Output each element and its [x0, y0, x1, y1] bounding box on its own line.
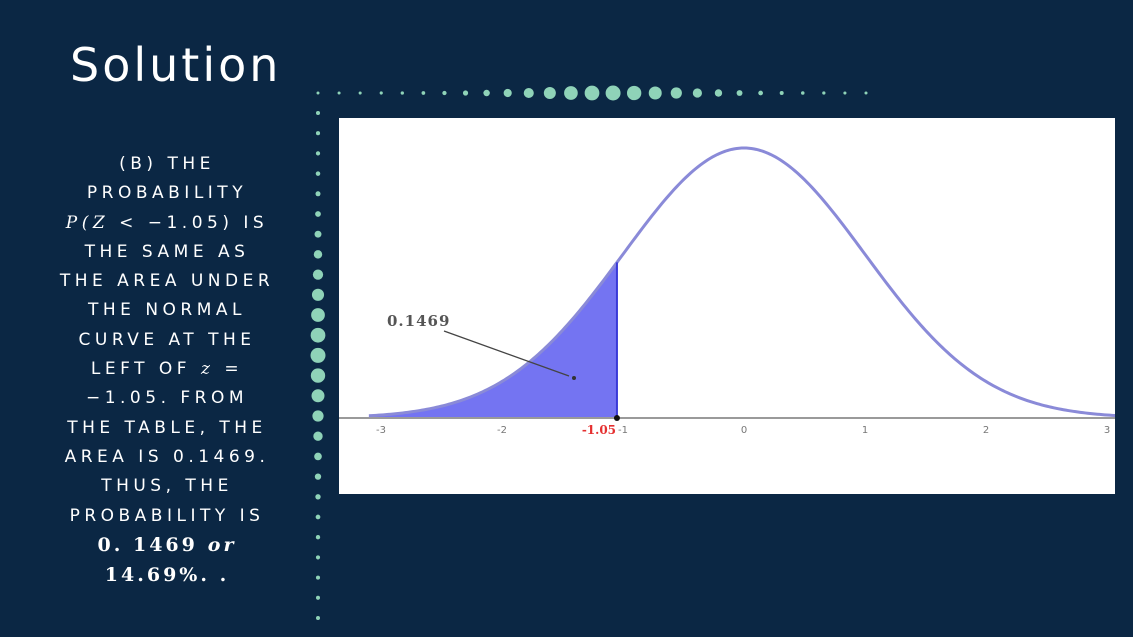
- divider-dot: [311, 288, 325, 301]
- divider-dot: [313, 431, 323, 441]
- divider-dot: [315, 514, 321, 520]
- divider-dot: [315, 211, 321, 217]
- left-of: LEFT OF: [90, 359, 192, 380]
- divider-dot: [315, 191, 321, 197]
- normal-curve: [368, 146, 1115, 418]
- text-line: THE NORMAL: [88, 300, 246, 321]
- divider-dot: [736, 90, 743, 96]
- z-variable: z: [200, 359, 215, 380]
- divider-dot: [314, 452, 322, 461]
- divider-dot: [523, 87, 534, 99]
- divider-dot: [822, 91, 826, 95]
- divider-dot: [843, 91, 847, 95]
- divider-dot: [421, 91, 426, 95]
- divider-dot: [311, 389, 325, 403]
- text-line: P(Z < −1.05) IS: [18, 209, 316, 238]
- divider-dot: [564, 86, 578, 100]
- divider-dot: [714, 89, 723, 97]
- text-line: CURVE AT THE: [78, 329, 256, 350]
- equals: =: [224, 359, 244, 380]
- divider-dot: [310, 327, 326, 343]
- solution-text: (B) THE PROBABILITY P(Z < −1.05) IS THE …: [18, 150, 316, 591]
- text-line: −1.05. FROM: [85, 388, 249, 409]
- divider-dot: [311, 308, 325, 322]
- normal-curve-graph: -3 -2 -1 0 1 2 3 -1.05 0.1469: [339, 118, 1115, 494]
- divider-dot: [626, 85, 642, 101]
- divider-dot: [315, 555, 321, 560]
- divider-dot: [315, 171, 321, 176]
- text-line: THE AREA UNDER: [59, 271, 275, 292]
- divider-dot: [503, 88, 512, 98]
- expr-p-z: P(Z: [65, 212, 110, 233]
- tick-label: -3: [376, 425, 386, 436]
- divider-dot: [310, 347, 326, 363]
- divider-dot: [315, 575, 321, 580]
- tick-label: 2: [983, 425, 989, 436]
- text-line: THUS, THE: [101, 476, 233, 497]
- pointer-tip: [572, 376, 576, 380]
- divider-dot: [692, 88, 702, 98]
- divider-dot: [670, 87, 682, 99]
- divider-dot: [315, 110, 321, 116]
- divider-dot: [758, 90, 763, 96]
- divider-dot: [316, 91, 320, 95]
- divider-dot: [648, 86, 662, 100]
- answer-percent: 14.69%. .: [104, 564, 230, 587]
- text-line: (B) THE: [119, 154, 215, 174]
- divider-dot: [605, 85, 621, 101]
- text-line: AREA IS 0.1469.: [64, 446, 270, 467]
- divider-dot: [584, 85, 600, 101]
- text-line: PROBABILITY IS: [69, 505, 265, 526]
- tick-label: 0: [741, 425, 747, 436]
- divider-dot: [543, 86, 556, 100]
- label-pointer-line: [443, 330, 570, 377]
- z-value-label: -1.05: [582, 423, 616, 437]
- divider-dot: [337, 91, 341, 95]
- divider-dot: [400, 91, 404, 95]
- answer-decimal: 0. 1469: [97, 533, 198, 556]
- tick-label: 1: [862, 425, 868, 436]
- divider-dot: [315, 151, 321, 156]
- divider-dot: [313, 250, 323, 259]
- expr-rest: < −1.05) IS: [119, 212, 269, 233]
- tick-label: -1: [618, 425, 628, 436]
- tick-label: -2: [497, 425, 507, 436]
- divider-dot: [379, 91, 383, 95]
- shaded-area: [368, 262, 617, 418]
- divider-dot: [314, 230, 322, 238]
- divider-dot: [315, 535, 321, 540]
- slide-title: Solution: [70, 38, 282, 92]
- divider-dot: [315, 615, 321, 621]
- divider-dot: [358, 91, 362, 95]
- divider-dot: [315, 131, 321, 136]
- divider-dot: [483, 89, 490, 97]
- text-line: 0. 1469 or: [18, 531, 316, 561]
- divider-dot: [462, 90, 469, 96]
- tick-label: 3: [1104, 425, 1110, 436]
- divider-dot: [801, 91, 805, 95]
- text-line: 14.69%. .: [18, 561, 316, 591]
- divider-dot: [310, 368, 326, 383]
- area-value-label: 0.1469: [387, 312, 450, 330]
- divider-dot: [314, 473, 322, 480]
- divider-dot: [315, 494, 321, 500]
- divider-dot: [779, 91, 784, 95]
- text-line: PROBABILITY: [86, 183, 248, 204]
- divider-dot: [312, 410, 324, 422]
- divider-dot: [312, 269, 324, 280]
- answer-or: or: [207, 533, 237, 556]
- divider-dot: [442, 90, 447, 96]
- divider-dot: [864, 91, 868, 95]
- divider-dot: [315, 595, 321, 600]
- text-line: LEFT OF z =: [18, 355, 316, 384]
- z-marker-dot: [613, 415, 620, 421]
- text-line: THE TABLE, THE: [67, 417, 267, 438]
- text-line: THE SAME AS: [84, 241, 250, 262]
